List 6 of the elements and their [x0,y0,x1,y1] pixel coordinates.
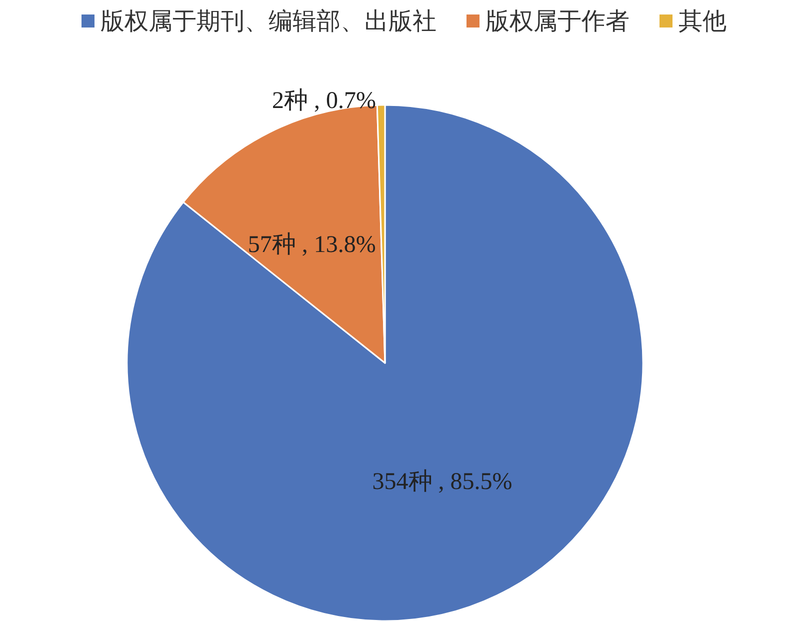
legend-label: 其他 [678,7,726,35]
legend-label: 版权属于作者 [486,7,630,35]
data-label: 57种 , 13.8% [248,232,376,258]
data-label: 2种 , 0.7% [272,88,376,114]
legend-label: 版权属于期刊、编辑部、出版社 [100,7,436,35]
data-label: 354种 , 85.5% [372,468,512,495]
